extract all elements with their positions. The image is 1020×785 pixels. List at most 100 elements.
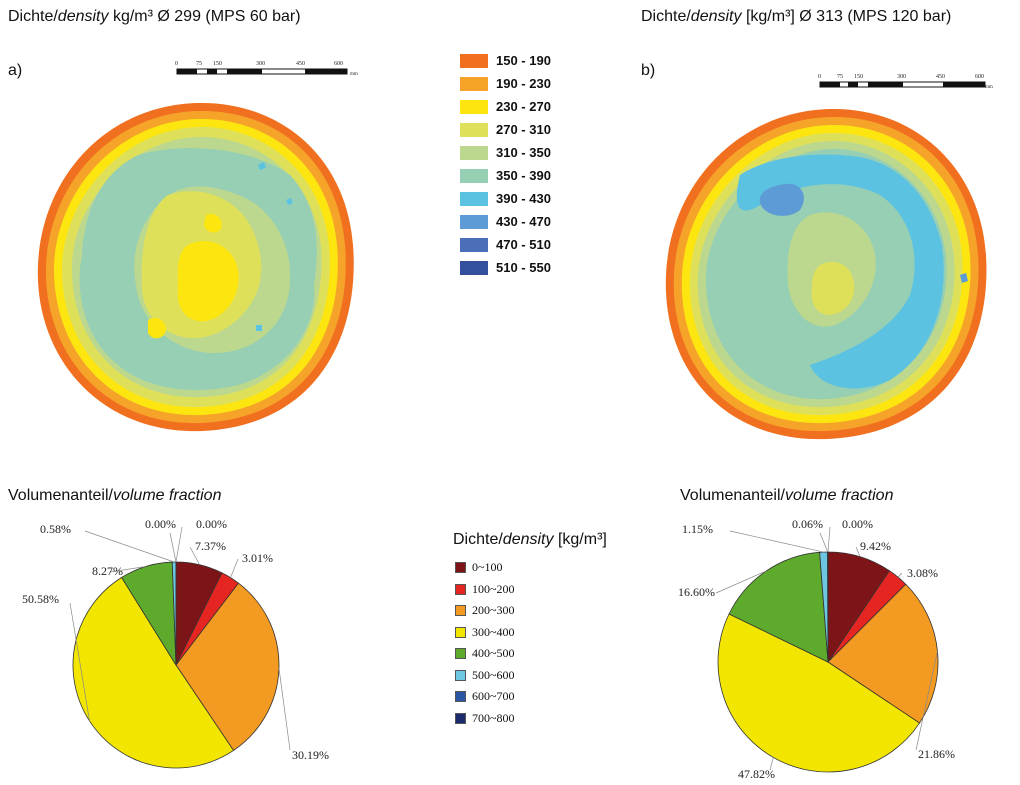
pie-legend-label: 300~400 <box>472 624 515 639</box>
pie-data-label: 50.58% <box>22 592 59 606</box>
pie-leader-line <box>729 530 824 553</box>
density-map-b <box>665 108 987 440</box>
pie-data-label: 0.06% <box>792 517 823 531</box>
pie-chart-b: 9.42% 3.08% 21.86% 47.82% 16.60% 1.15% 0.06% 0.… <box>678 517 955 781</box>
scale-b-tick: 75 <box>837 74 843 80</box>
pie-leader-line <box>69 602 90 722</box>
pie-legend-label: 500~600 <box>472 667 515 682</box>
pie-data-label: 47.82% <box>738 767 775 781</box>
density-map-a <box>37 102 354 432</box>
scale-bar-a: 0 75 150 300 450 600 mm <box>175 61 358 77</box>
pie-leader-line <box>84 530 175 563</box>
pie-legend-swatch <box>455 583 466 595</box>
map-legend-label: 470 - 510 <box>496 237 551 252</box>
pie-leader-line <box>897 572 903 578</box>
pie-leader-line <box>769 757 774 771</box>
map-legend-label: 230 - 270 <box>496 99 551 114</box>
pie-leader-line <box>189 546 200 565</box>
pie-legend-swatch <box>455 669 466 681</box>
map-legend-label: 150 - 190 <box>496 53 551 68</box>
pie-legend-item: 500~600 <box>455 668 515 683</box>
pie-data-label: 3.08% <box>907 566 938 580</box>
scale-bar-b: 0 75 150 300 450 600 mm <box>818 74 993 90</box>
map-legend-item: 230 - 270 <box>460 99 551 114</box>
pie-legend-swatch <box>455 605 466 616</box>
pie-leader-line <box>819 532 829 553</box>
pie-legend-swatch <box>455 712 466 724</box>
pie-legend-item: 0~100 <box>455 560 503 575</box>
map-legend-swatch <box>460 122 488 137</box>
pie-slice-200~300 <box>827 583 939 724</box>
map-legend-label: 390 - 430 <box>496 191 551 206</box>
map-legend-label: 510 - 550 <box>496 260 551 275</box>
pie-data-label: 0.58% <box>40 522 71 536</box>
map-legend-label: 190 - 230 <box>496 76 551 91</box>
map-legend-item: 310 - 350 <box>460 145 551 160</box>
scale-a-unit: mm <box>350 72 358 77</box>
scale-a-tick: 450 <box>296 61 305 67</box>
pie-legend-item: 600~700 <box>455 689 515 704</box>
pie-legend-swatch <box>455 562 466 573</box>
pie-legend-item: 300~400 <box>455 625 515 640</box>
map-legend-swatch <box>460 237 488 252</box>
map-legend-swatch <box>460 260 488 275</box>
pie-data-label: 7.37% <box>195 539 226 553</box>
pie-legend-item: 100~200 <box>455 582 515 597</box>
map-legend-item: 510 - 550 <box>460 260 551 275</box>
map-legend-label: 270 - 310 <box>496 122 551 137</box>
pie-legend-swatch <box>455 648 466 659</box>
map-legend-item: 190 - 230 <box>460 76 551 91</box>
pie-data-label: 0.00% <box>196 517 227 531</box>
map-legend-item: 150 - 190 <box>460 53 551 68</box>
map-legend-item: 430 - 470 <box>460 214 551 229</box>
pie-data-label: 0.00% <box>842 517 873 531</box>
scale-a-tick: 75 <box>196 61 202 67</box>
scale-b-tick: 0 <box>818 74 821 80</box>
scale-b-tick: 450 <box>936 74 945 80</box>
pie-legend-label: 700~800 <box>472 710 515 725</box>
panel-label-b: b) <box>641 62 656 79</box>
pie-legend: 0~100 100~200 200~300 300~400 400~500 500~600… <box>455 560 605 740</box>
pie-leader-line <box>855 546 861 557</box>
scale-a-tick: 300 <box>256 61 265 67</box>
map-legend-item: 470 - 510 <box>460 237 551 252</box>
pie-legend-label: 400~500 <box>472 646 515 660</box>
pie-data-label: 8.27% <box>92 564 123 578</box>
pie-data-label: 1.15% <box>682 522 713 536</box>
pie-legend-item: 400~500 <box>455 646 515 661</box>
map-legend-label: 310 - 350 <box>496 145 551 160</box>
pie-legend-item: 700~800 <box>455 711 515 726</box>
map-legend-swatch <box>460 214 488 229</box>
pie-chart-a: 7.37% 3.01% 30.19% 50.58% 8.27% 0.58% 0.00% 0.0… <box>22 517 329 769</box>
map-legend-swatch <box>460 145 488 160</box>
pie-leader-line <box>169 532 177 563</box>
pie-legend-title: Dichte/density [kg/m³] <box>453 531 607 548</box>
pie-data-label: 9.42% <box>860 539 891 553</box>
map-legend-swatch <box>460 53 488 68</box>
map-b-title: Dichte/density [kg/m³] Ø 313 (MPS 120 ba… <box>641 8 952 25</box>
pie-data-label: 0.00% <box>145 517 176 531</box>
map-legend-swatch <box>460 76 488 91</box>
pie-legend-swatch <box>455 691 466 702</box>
pie-legend-label: 0~100 <box>472 560 503 574</box>
pie-legend-label: 600~700 <box>472 689 515 703</box>
scale-b-tick: 600 <box>975 74 984 80</box>
pie-data-label: 30.19% <box>292 748 329 762</box>
map-legend-label: 350 - 390 <box>496 168 551 183</box>
scale-a-tick: 150 <box>213 61 222 67</box>
pie-slice-300~400 <box>717 613 921 773</box>
panel-label-a: a) <box>8 62 23 79</box>
pie-leader-line <box>827 526 831 553</box>
scale-b-tick: 300 <box>897 74 906 80</box>
pie-leader-line <box>715 570 767 594</box>
map-legend-swatch <box>460 168 488 183</box>
pie-a-title: Volumenanteil/volume fraction <box>8 487 222 504</box>
pie-leader-line <box>278 668 291 751</box>
scale-a-tick: 0 <box>175 61 178 67</box>
pie-legend-label: 100~200 <box>472 581 515 596</box>
map-legend: 150 - 190 190 - 230 230 - 270 270 - 310 310 … <box>460 53 610 283</box>
map-legend-swatch <box>460 191 488 206</box>
pie-b-title: Volumenanteil/volume fraction <box>680 487 894 504</box>
pie-leader-line <box>915 651 938 751</box>
map-legend-label: 430 - 470 <box>496 214 551 229</box>
